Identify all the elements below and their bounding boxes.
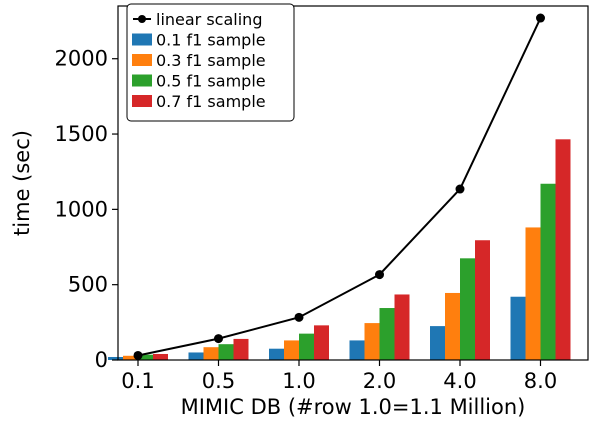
- bar-0-7-f1-sample-0-1: [153, 353, 168, 360]
- y-tick-label: 500: [68, 273, 108, 297]
- bar-0-5-f1-sample-1-0: [299, 333, 314, 360]
- linear-scaling-point: [214, 334, 223, 344]
- legend-label: linear scaling: [156, 10, 262, 29]
- bar-0-3-f1-sample-8-0: [525, 227, 541, 360]
- bar-0-5-f1-sample-4-0: [460, 258, 475, 360]
- legend-swatch: [132, 95, 152, 107]
- bar-0-1-f1-sample-0-1: [108, 356, 123, 360]
- linear-scaling-line-group: [133, 13, 545, 360]
- x-axis-label: MIMIC DB (#row 1.0=1.1 Million): [181, 395, 526, 419]
- legend-swatch: [132, 74, 152, 87]
- legend-label: 0.3 f1 sample: [156, 51, 266, 70]
- bars-group: [108, 139, 571, 360]
- x-tick-label: 4.0: [443, 369, 476, 393]
- linear-scaling-point: [133, 350, 143, 360]
- bar-0-1-f1-sample-8-0: [510, 296, 526, 360]
- bar-0-5-f1-sample-2-0: [379, 308, 395, 360]
- linear-scaling-point: [455, 184, 465, 194]
- linear-scaling-point: [294, 312, 304, 322]
- y-tick-label: 1500: [55, 122, 108, 146]
- legend-label: 0.7 f1 sample: [156, 92, 266, 111]
- bar-0-5-f1-sample-0-1: [138, 354, 153, 360]
- y-tick-label: 0: [95, 348, 108, 372]
- bar-0-7-f1-sample-4-0: [475, 240, 490, 360]
- legend-swatch: [132, 33, 152, 46]
- x-tick-label: 2.0: [363, 369, 396, 393]
- x-tick-label: 8.0: [524, 369, 557, 393]
- y-tick-label: 2000: [55, 47, 108, 71]
- x-tick-label: 1.0: [282, 369, 315, 393]
- y-axis: 0 500 1000 1500 2000: [55, 47, 118, 372]
- bar-0-1-f1-sample-4-0: [430, 326, 445, 360]
- x-axis: 0.1 0.5 1.0 2.0 4.0 8.0: [121, 360, 557, 393]
- bar-0-3-f1-sample-2-0: [364, 323, 380, 360]
- bar-0-1-f1-sample-1-0: [269, 348, 284, 360]
- legend-box: [126, 3, 295, 122]
- legend-line-marker: [138, 15, 146, 23]
- linear-scaling-line: [137, 17, 542, 357]
- x-tick-label: 0.1: [121, 369, 154, 393]
- bar-0-3-f1-sample-4-0: [445, 292, 460, 360]
- linear-scaling-point: [536, 13, 545, 23]
- bar-0-3-f1-sample-1-0: [284, 340, 299, 360]
- bar-0-7-f1-sample-0-5: [233, 338, 249, 360]
- bar-0-7-f1-sample-1-0: [314, 325, 329, 360]
- y-tick-label: 1000: [55, 197, 108, 221]
- legend-label: 0.5 f1 sample: [156, 72, 266, 91]
- x-tick-label: 0.5: [202, 369, 235, 393]
- bar-0-7-f1-sample-8-0: [555, 139, 571, 360]
- legend-swatch: [132, 54, 152, 66]
- y-axis-label: time (sec): [10, 130, 34, 236]
- bar-0-5-f1-sample-0-5: [218, 344, 234, 360]
- plot-frame: [117, 5, 589, 361]
- bar-0-3-f1-sample-0-5: [203, 347, 219, 360]
- bar-0-7-f1-sample-2-0: [394, 294, 410, 360]
- linear-scaling-point: [375, 270, 384, 280]
- legend-label: 0.1 f1 sample: [156, 31, 266, 50]
- bar-0-5-f1-sample-8-0: [540, 183, 556, 360]
- bar-0-1-f1-sample-2-0: [349, 340, 365, 360]
- bar-0-3-f1-sample-0-1: [123, 355, 138, 360]
- bar-0-1-f1-sample-0-5: [188, 352, 204, 360]
